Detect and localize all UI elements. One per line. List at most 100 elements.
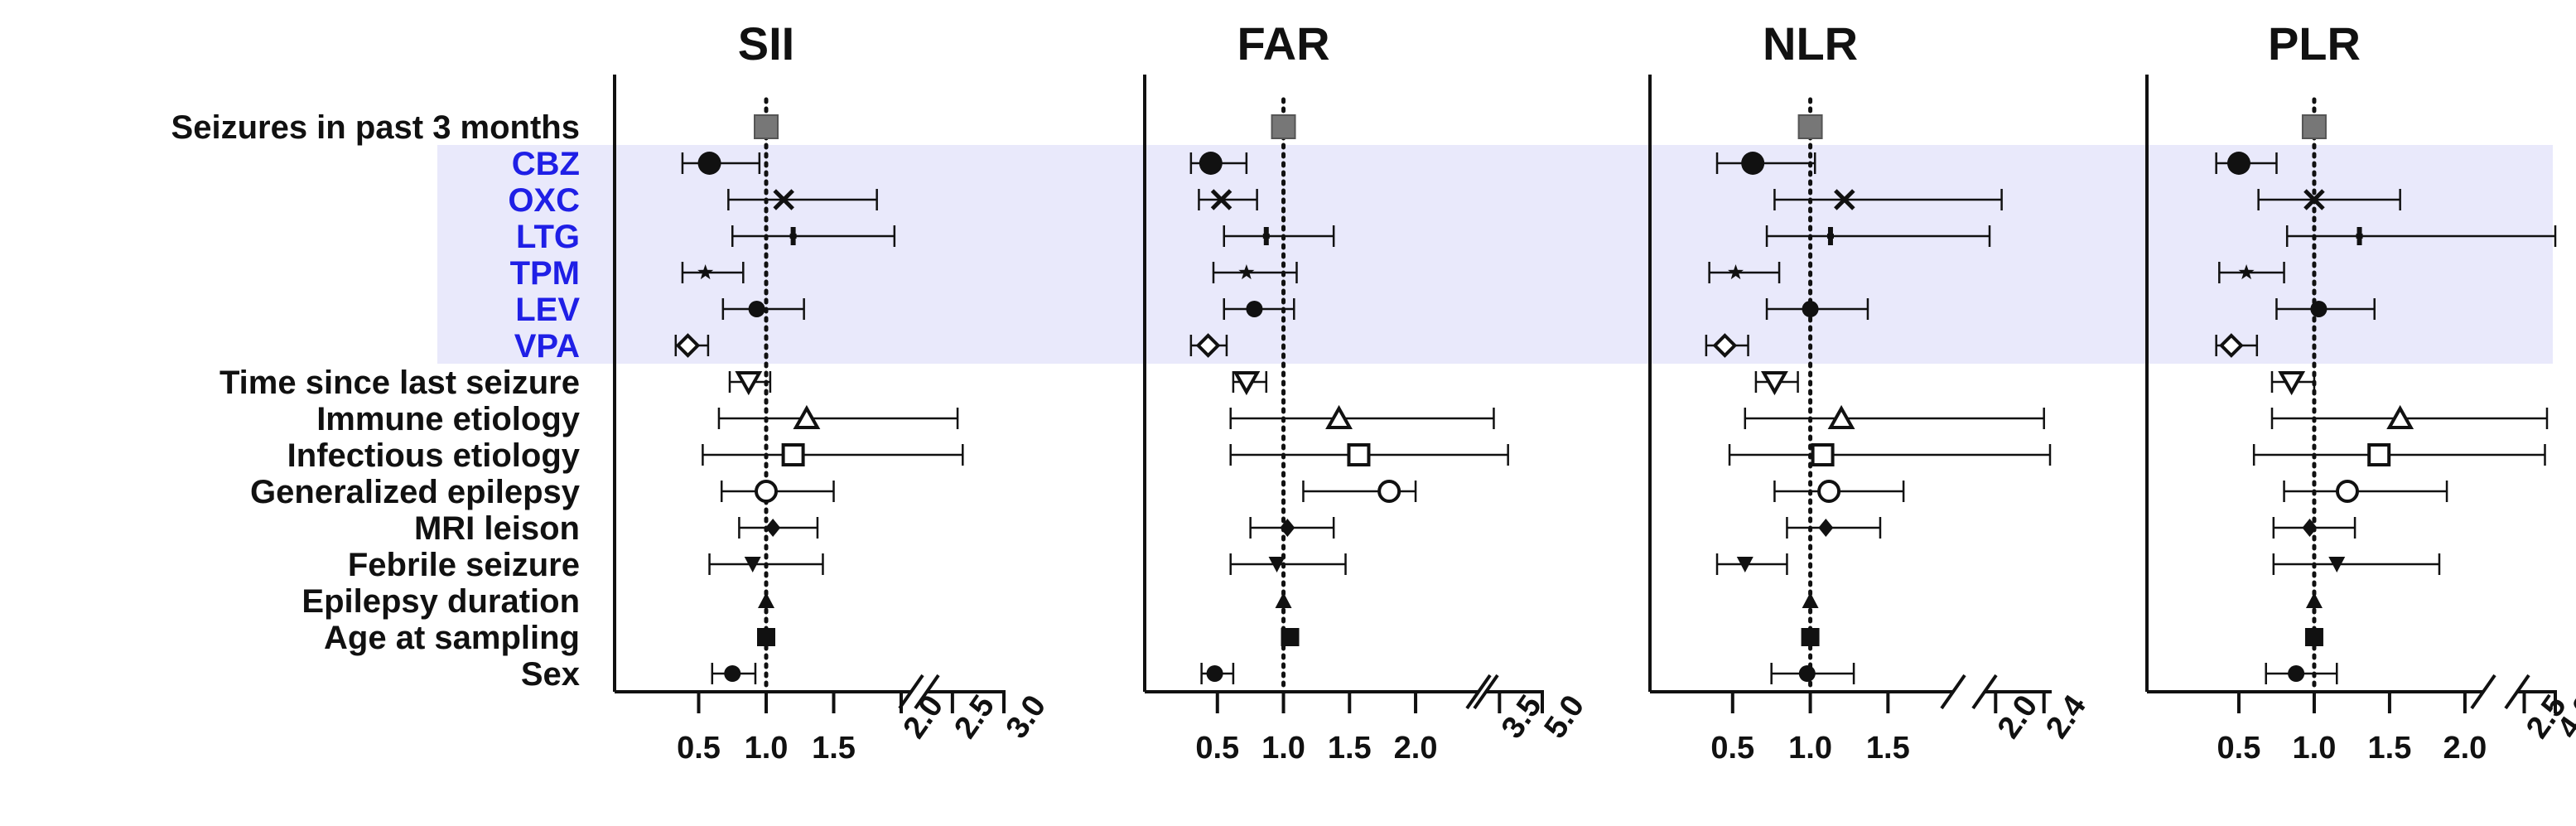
axis-break-mark-2 <box>1473 674 1499 710</box>
estimate-far-ltg <box>1223 225 1335 247</box>
panel-far: FAR 0.5 1.0 1.5 2.0 3.55.0 <box>1143 17 1591 766</box>
point-marker <box>2356 227 2363 245</box>
estimate-far-seizures-in-past-3-months <box>1271 114 1296 139</box>
point-marker <box>735 371 763 396</box>
point-marker <box>1802 592 1819 608</box>
point-marker <box>1271 114 1296 139</box>
point-marker <box>2386 404 2414 429</box>
estimate-nlr-sex <box>1770 663 1855 684</box>
estimate-far-time-since-last-seizure <box>1232 371 1268 396</box>
estimate-far-febrile-seizure <box>1229 553 1347 575</box>
point-marker <box>748 301 765 317</box>
estimate-nlr-epilepsy-duration <box>1802 592 1819 608</box>
point-marker <box>754 114 779 139</box>
estimate-far-sex <box>1200 663 1235 684</box>
estimate-sii-vpa <box>674 333 710 358</box>
axis-break-mark-2 <box>914 674 940 710</box>
estimate-nlr-tpm <box>1708 262 1781 283</box>
x-tick-label-2-4: 2.4 <box>2039 689 2093 745</box>
point-marker <box>697 264 714 280</box>
estimate-sii-cbz <box>681 152 761 175</box>
estimate-sii-ltg <box>731 225 896 247</box>
estimate-far-infectious-etiology <box>1229 443 1509 466</box>
estimate-plr-vpa <box>2215 333 2259 358</box>
estimate-far-tpm <box>1212 262 1298 283</box>
estimate-nlr-oxc <box>1773 189 2003 210</box>
estimate-far-cbz <box>1189 152 1248 175</box>
x-tick-label-1-0: 1.0 <box>1261 731 1305 766</box>
point-marker <box>1811 443 1835 466</box>
estimate-nlr-seizures-in-past-3-months <box>1797 114 1823 139</box>
point-marker <box>2288 665 2305 682</box>
axis-break-mark-2 <box>2504 674 2530 710</box>
row-label-generalized-epilepsy: Generalized epilepsy <box>250 474 581 510</box>
point-marker <box>773 189 794 210</box>
row-label-time-since-last-seizure: Time since last seizure <box>219 365 580 401</box>
point-marker <box>1347 443 1371 466</box>
point-marker <box>757 628 775 646</box>
estimate-plr-generalized-epilepsy <box>2283 480 2448 503</box>
panel-title-plr: PLR <box>2268 17 2361 70</box>
point-marker <box>1728 264 1744 280</box>
estimate-sii-epilepsy-duration <box>758 592 774 608</box>
estimate-nlr-generalized-epilepsy <box>1773 480 1905 503</box>
row-label-tpm: TPM <box>510 255 580 292</box>
point-marker <box>2304 628 2323 646</box>
row-label-seizures-in-past-3-months: Seizures in past 3 months <box>171 109 580 146</box>
row-label-age-at-sampling: Age at sampling <box>324 620 580 656</box>
estimate-sii-febrile-seizure <box>708 553 824 575</box>
point-marker <box>793 404 821 429</box>
point-marker <box>2328 557 2346 572</box>
estimate-sii-oxc <box>727 189 878 210</box>
panel-title-nlr: NLR <box>1763 17 1858 70</box>
point-marker <box>755 480 778 503</box>
estimate-nlr-infectious-etiology <box>1728 443 2052 466</box>
estimate-plr-time-since-last-seizure <box>2270 371 2316 396</box>
estimate-plr-age-at-sampling <box>2304 628 2323 646</box>
row-label-mri-leison: MRI leison <box>414 510 580 547</box>
point-marker <box>1246 301 1263 317</box>
estimate-far-age-at-sampling <box>1281 628 1300 646</box>
point-marker <box>2305 592 2323 608</box>
estimate-plr-immune-etiology <box>2270 404 2549 429</box>
estimate-plr-sex <box>2265 663 2338 684</box>
estimate-nlr-mri-leison <box>1786 517 1882 539</box>
estimate-nlr-lev <box>1765 298 1869 320</box>
estimate-plr-ltg <box>2285 225 2557 247</box>
point-marker <box>1798 665 1816 682</box>
estimate-sii-generalized-epilepsy <box>720 480 835 503</box>
estimate-sii-immune-etiology <box>717 404 959 429</box>
x-tick-label-2-5: 2.5 <box>948 689 1001 745</box>
point-marker <box>1761 371 1788 396</box>
point-marker <box>2238 264 2255 280</box>
point-marker <box>1206 665 1223 682</box>
panel-title-far: FAR <box>1237 17 1330 70</box>
panel-title-sii: SII <box>738 17 794 70</box>
point-marker <box>1210 189 1233 210</box>
point-marker <box>1233 371 1261 396</box>
estimate-far-lev <box>1223 298 1295 320</box>
axis-break-mark-1 <box>2470 674 2496 710</box>
point-marker <box>1736 557 1754 572</box>
point-marker <box>1275 592 1292 608</box>
point-marker <box>1377 480 1401 503</box>
point-marker <box>1268 557 1286 572</box>
row-label-epilepsy-duration: Epilepsy duration <box>301 583 580 620</box>
x-tick-label-2-0: 2.0 <box>1394 731 1438 766</box>
x-tick-label-1-0: 1.0 <box>745 731 789 766</box>
estimate-plr-infectious-etiology <box>2252 443 2546 466</box>
x-tick-label-0-5: 0.5 <box>2217 731 2261 766</box>
estimate-far-epilepsy-duration <box>1275 592 1292 608</box>
x-tick-label-2-0: 2.0 <box>1991 689 2045 745</box>
panel-sii: SII 0.5 1.0 1.5 2.02.53.0 <box>613 17 1053 766</box>
point-marker <box>789 227 797 245</box>
estimate-plr-seizures-in-past-3-months <box>2301 114 2327 139</box>
estimate-plr-oxc <box>2257 189 2401 210</box>
row-label-immune-etiology: Immune etiology <box>316 401 581 437</box>
estimate-sii-infectious-etiology <box>702 443 964 466</box>
point-marker <box>1827 404 1855 429</box>
point-marker <box>1802 301 1819 317</box>
point-marker <box>697 152 721 175</box>
